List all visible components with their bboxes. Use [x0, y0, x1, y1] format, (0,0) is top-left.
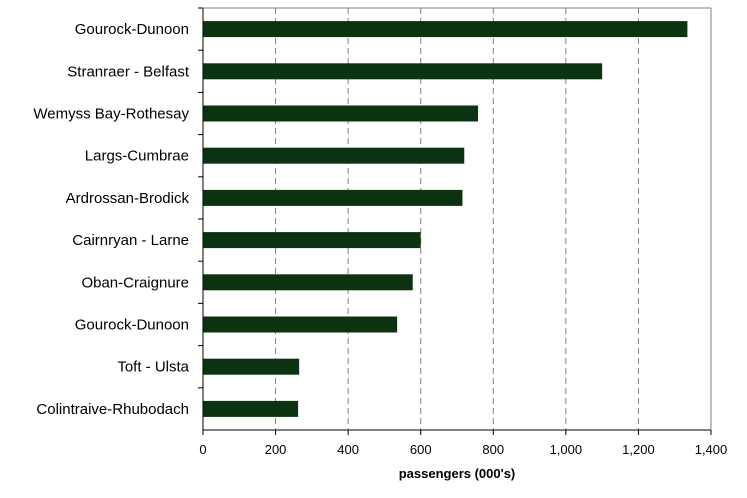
x-tick-label: 800 [482, 442, 504, 457]
category-label: Oban-Craignure [81, 274, 189, 291]
x-ticks: 0 200 400 600 800 1,000 1,200 1,400 [199, 430, 727, 457]
bar [203, 400, 299, 417]
x-tick-label: 600 [410, 442, 432, 457]
category-label: Toft - Ulsta [117, 359, 189, 376]
category-label: Colintraive-Rhubodach [36, 401, 189, 418]
category-labels: Gourock-Dunoon Stranraer - Belfast Wemyss … [33, 7, 203, 418]
bar [203, 358, 300, 375]
x-axis-title: passengers (000's) [399, 466, 516, 481]
category-label: Gourock-Dunoon [75, 317, 189, 334]
bar [203, 274, 413, 291]
x-tick-label: 1,000 [550, 442, 583, 457]
bars [203, 21, 688, 417]
x-tick-label: 0 [199, 442, 206, 457]
bar [203, 21, 688, 38]
bar [203, 232, 421, 249]
category-label: Gourock-Dunoon [75, 21, 189, 38]
bar [203, 189, 463, 206]
category-label: Ardrossan-Brodick [66, 190, 190, 207]
bar [203, 63, 603, 80]
category-label: Stranraer - Belfast [67, 63, 190, 80]
category-label: Wemyss Bay-Rothesay [33, 106, 189, 123]
x-tick-label: 400 [337, 442, 359, 457]
x-tick-label: 200 [265, 442, 287, 457]
x-tick-label: 1,400 [695, 442, 728, 457]
category-label: Largs-Cumbrae [85, 148, 189, 165]
x-tick-label: 1,200 [622, 442, 655, 457]
category-label: Cairnryan - Larne [72, 232, 189, 249]
bar [203, 147, 465, 164]
bar [203, 105, 479, 122]
bar [203, 316, 398, 333]
